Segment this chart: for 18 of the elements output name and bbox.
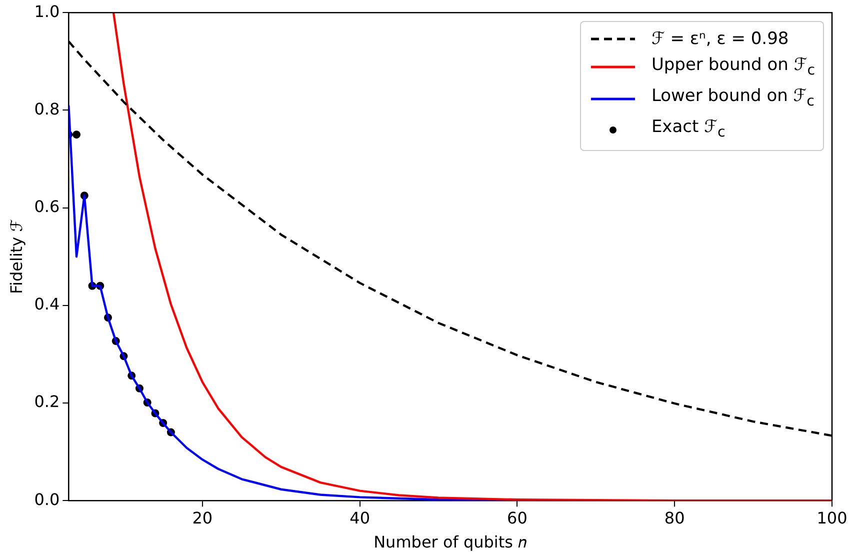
x-tick-label: 20 xyxy=(192,508,213,528)
legend-label: Lower bound on ℱ$_{c}$ xyxy=(651,84,814,112)
y-axis-title: Fidelity ℱ xyxy=(6,218,26,294)
point xyxy=(72,130,81,139)
x-tick-label: 100 xyxy=(816,508,848,528)
legend-label: ℱ = εⁿ, ε = 0.98 xyxy=(651,28,789,51)
y-tick-label: 0.2 xyxy=(34,392,60,412)
y-tick-label: 0.4 xyxy=(34,294,60,314)
y-tick-label: 1.0 xyxy=(34,2,60,21)
x-tick-label: 40 xyxy=(350,508,370,528)
legend-label: Upper bound on ℱ$_{c}$ xyxy=(651,54,815,80)
legend-label: Exact ℱ$_{c}$ xyxy=(651,116,726,143)
x-axis-title: Number of qubits 𝑛 xyxy=(374,532,528,552)
x-tick-label: 80 xyxy=(664,508,685,528)
x-tick-label: 60 xyxy=(507,508,528,528)
y-tick-label: 0.8 xyxy=(34,99,60,118)
y-tick-label: 0.0 xyxy=(34,490,60,509)
y-tick-label: 0.6 xyxy=(34,196,60,216)
